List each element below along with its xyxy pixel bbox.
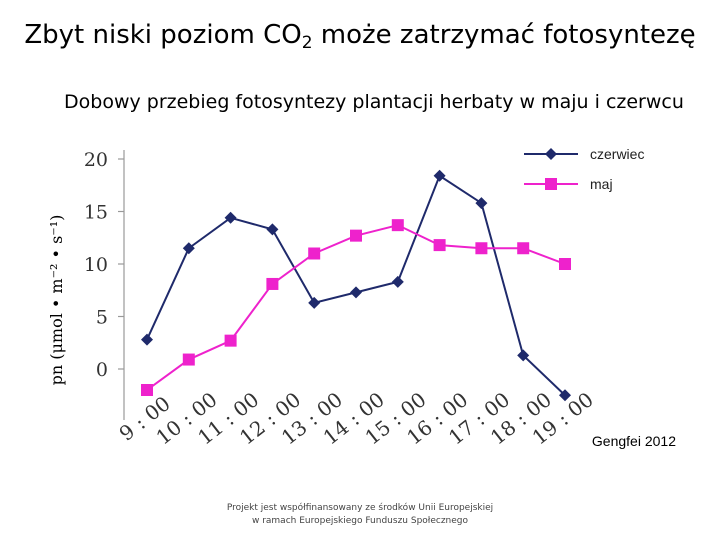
data-point — [517, 242, 530, 255]
y-tick-label: 5 — [96, 307, 108, 329]
legend-label: czerwiec — [590, 146, 644, 162]
data-point — [391, 219, 404, 232]
data-point — [433, 239, 446, 252]
legend-marker — [545, 178, 557, 190]
y-tick-label: 10 — [84, 254, 108, 276]
data-point — [266, 223, 279, 236]
data-point — [433, 169, 446, 182]
data-point — [517, 349, 530, 362]
legend: czerwiec maj — [524, 146, 644, 192]
title-subscript: 2 — [301, 33, 313, 53]
data-point — [308, 247, 321, 260]
data-point — [182, 242, 195, 255]
y-tick-label: 0 — [96, 359, 108, 381]
data-point — [350, 286, 362, 299]
data-point — [141, 333, 153, 346]
footer-line-1: Projekt jest współfinansowany ze środków… — [226, 503, 494, 513]
y-tick-label: 15 — [84, 202, 108, 224]
data-point — [559, 389, 571, 402]
data-point — [182, 353, 195, 366]
series-czerwiec — [141, 169, 571, 402]
source-label: Gengfei 2012 — [592, 433, 676, 449]
y-axis-label: pn (μmol • m⁻² • s⁻¹) — [47, 215, 66, 386]
slide-title: Zbyt niski poziom CO2 może zatrzymać fot… — [0, 20, 720, 53]
data-point — [224, 334, 237, 347]
series-layer — [141, 169, 571, 402]
data-point — [308, 296, 321, 309]
legend-marker — [545, 148, 557, 160]
data-point — [391, 275, 404, 288]
title-main: Zbyt niski poziom CO — [24, 20, 302, 50]
data-point — [141, 384, 153, 396]
title-rest: może zatrzymać fotosyntezę — [312, 20, 696, 50]
data-point — [350, 229, 362, 242]
data-point — [475, 242, 488, 255]
series-line — [146, 224, 566, 391]
data-point — [559, 258, 571, 270]
data-point — [475, 197, 488, 210]
footer: Projekt jest współfinansowany ze środków… — [160, 502, 560, 528]
data-point — [224, 211, 237, 224]
y-tick-label: 20 — [84, 149, 108, 171]
legend-label: maj — [590, 176, 613, 192]
data-point — [266, 277, 279, 290]
series-line — [146, 174, 566, 396]
y-axis: 0 5 10 15 20 — [84, 149, 125, 420]
chart-title: Dobowy przebieg fotosyntezy plantacji he… — [64, 91, 684, 113]
series-maj — [141, 219, 571, 396]
footer-line-2: w ramach Europejskiego Funduszu Społeczn… — [251, 516, 469, 526]
